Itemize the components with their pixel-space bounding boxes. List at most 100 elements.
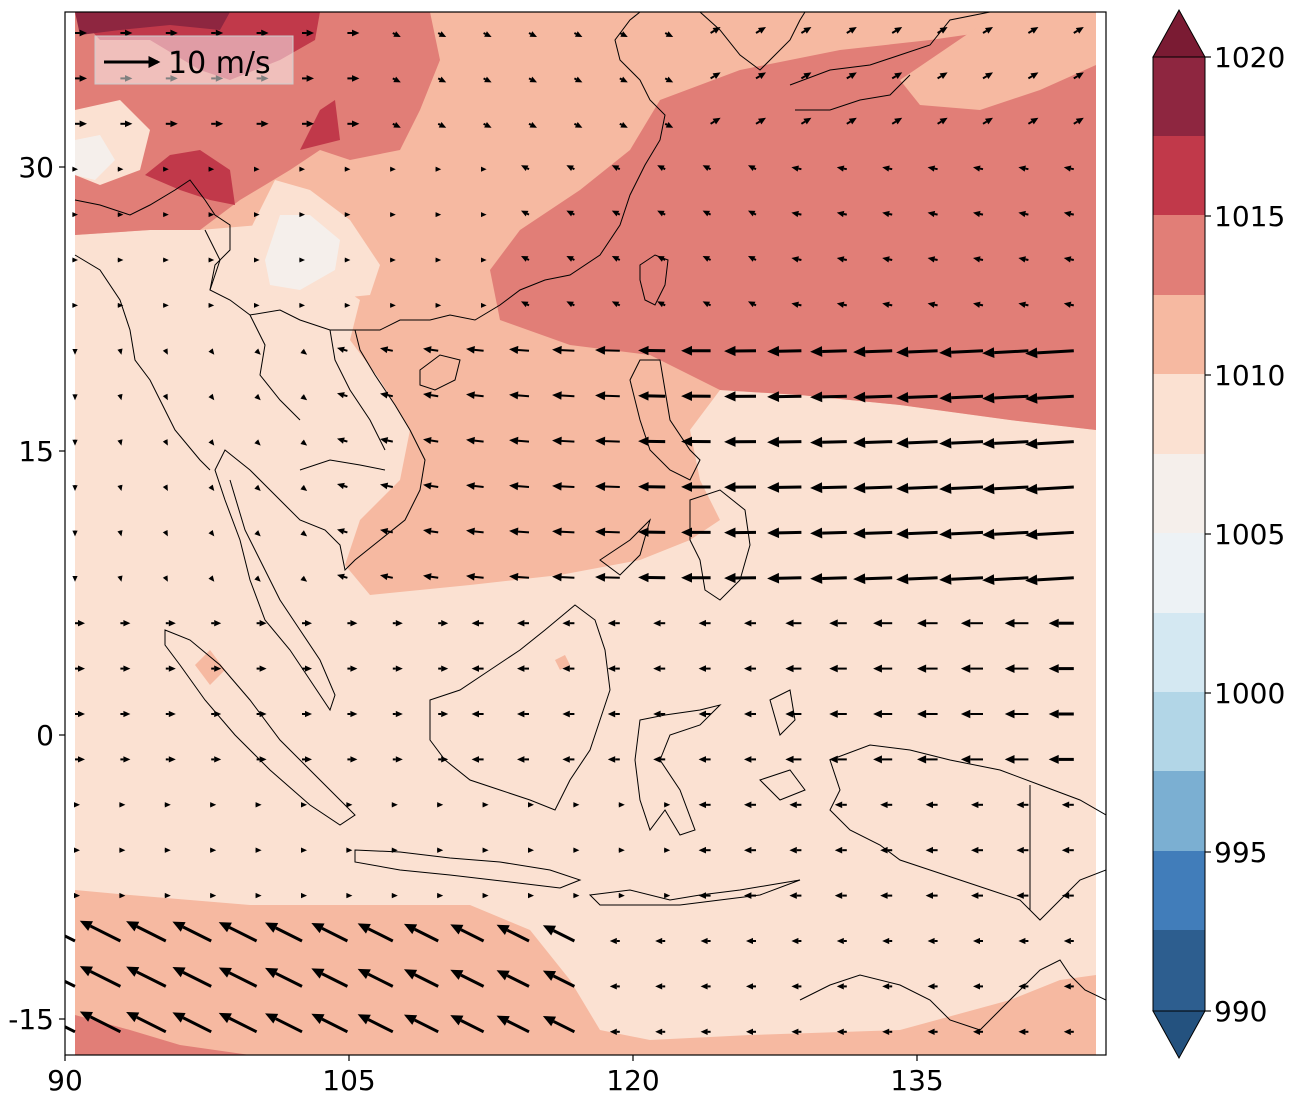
wind-vector-head bbox=[702, 210, 711, 217]
wind-vector-head bbox=[484, 122, 492, 128]
wind-vector-head bbox=[380, 573, 389, 581]
wind-vector-head bbox=[395, 756, 403, 763]
wind-vector-head bbox=[255, 847, 262, 853]
colorbar-segment bbox=[1153, 57, 1205, 137]
wind-vector bbox=[387, 484, 393, 488]
wind-vector-head bbox=[744, 710, 752, 718]
wind-vector-head bbox=[574, 31, 583, 37]
wind-vector-head bbox=[789, 892, 797, 899]
wind-vector-head bbox=[618, 802, 625, 808]
wind-vector bbox=[934, 258, 938, 261]
wind-vector bbox=[1070, 212, 1074, 216]
wind-vector-head bbox=[1018, 301, 1026, 308]
wind-vector-head bbox=[344, 257, 351, 263]
wind-vector bbox=[367, 1018, 394, 1034]
wind-vector-head bbox=[300, 439, 308, 446]
wind-vector-head bbox=[1016, 892, 1024, 899]
wind-vector-head bbox=[162, 575, 168, 582]
wind-vector-head bbox=[344, 302, 351, 308]
wind-vector bbox=[891, 29, 897, 34]
pressure-cell-high-1 bbox=[145, 150, 235, 205]
wind-vector-head bbox=[724, 436, 736, 447]
wind-vector bbox=[888, 212, 893, 216]
wind-vector-head bbox=[163, 257, 169, 263]
wind-vector-head bbox=[882, 301, 890, 308]
wind-vector-head bbox=[254, 348, 261, 355]
colorbar-segment bbox=[1153, 136, 1205, 216]
wind-vector-head bbox=[973, 301, 981, 308]
wind-vector-head bbox=[607, 756, 616, 763]
wind-vector-head bbox=[1004, 709, 1015, 719]
wind-vector bbox=[460, 973, 485, 988]
wind-vector-head bbox=[657, 256, 665, 262]
wind-vector-head bbox=[611, 301, 620, 308]
wind-vector-head bbox=[481, 257, 487, 263]
colorbar-segment bbox=[1153, 295, 1205, 375]
wind-vector-head bbox=[471, 756, 479, 763]
wind-vector-head bbox=[117, 393, 123, 401]
wind-vector-head bbox=[785, 664, 794, 673]
wind-vector-head bbox=[254, 575, 261, 582]
wind-vector-head bbox=[562, 756, 570, 763]
wind-vector-head bbox=[785, 619, 794, 627]
wind-vector-head bbox=[638, 482, 649, 492]
wind-vector bbox=[798, 212, 802, 216]
wind-vector-head bbox=[352, 75, 360, 82]
wind-vector-head bbox=[393, 76, 401, 83]
wind-vector-head bbox=[767, 436, 780, 448]
wind-vector-head bbox=[917, 755, 927, 764]
wind-vector-head bbox=[254, 166, 260, 172]
wind-vector bbox=[865, 530, 893, 535]
wind-vector-head bbox=[350, 710, 358, 718]
wind-vector-head bbox=[78, 710, 85, 718]
wind-vector-head bbox=[117, 348, 123, 355]
wind-vector-head bbox=[466, 346, 475, 354]
wind-vector-head bbox=[927, 256, 936, 263]
wind-vector-head bbox=[393, 31, 401, 37]
wind-vector-head bbox=[939, 437, 952, 449]
wind-vector bbox=[343, 530, 348, 534]
wind-vector-head bbox=[664, 847, 671, 853]
wind-vector-head bbox=[172, 967, 186, 978]
wind-vector bbox=[951, 485, 984, 491]
wind-vector-head bbox=[529, 76, 537, 83]
wind-vector bbox=[822, 576, 847, 580]
wind-vector bbox=[1027, 120, 1033, 125]
wind-vector-head bbox=[618, 847, 625, 853]
wind-vector-head bbox=[873, 664, 882, 673]
wind-vector-head bbox=[607, 619, 616, 627]
wind-vector bbox=[430, 439, 439, 443]
wind-vector-head bbox=[123, 756, 131, 763]
wind-vector-head bbox=[927, 1028, 935, 1035]
wind-vector-head bbox=[573, 847, 580, 853]
wind-vector-head bbox=[1016, 846, 1024, 854]
wind-vector bbox=[561, 394, 575, 398]
wind-vector bbox=[982, 120, 988, 125]
pressure-spot-1 bbox=[195, 650, 225, 685]
wind-vector-head bbox=[939, 528, 952, 540]
wind-vector bbox=[1037, 349, 1074, 355]
wind-vector-head bbox=[836, 165, 845, 172]
wind-vector-head bbox=[698, 619, 706, 627]
wind-vector-head bbox=[665, 122, 674, 128]
wind-vector bbox=[1037, 576, 1074, 582]
wind-vector-head bbox=[744, 846, 752, 854]
wind-vector-head bbox=[829, 710, 838, 718]
wind-vector-head bbox=[791, 210, 799, 218]
wind-vector bbox=[994, 485, 1029, 491]
wind-vector bbox=[392, 77, 396, 81]
wind-vector-head bbox=[214, 665, 222, 672]
wind-vector bbox=[1027, 75, 1033, 80]
wind-vector-head bbox=[853, 346, 866, 358]
wind-vector-head bbox=[163, 166, 169, 172]
wind-vector-head bbox=[1018, 210, 1026, 218]
wind-vector bbox=[800, 120, 806, 125]
colorbar-tick-label: 1005 bbox=[1214, 518, 1285, 551]
wind-vector-head bbox=[208, 575, 215, 582]
wind-vector-head bbox=[698, 846, 706, 854]
wind-vector-head bbox=[208, 212, 215, 218]
wind-vector bbox=[517, 575, 530, 579]
wind-vector-head bbox=[117, 575, 123, 582]
wind-vector-head bbox=[609, 983, 617, 990]
